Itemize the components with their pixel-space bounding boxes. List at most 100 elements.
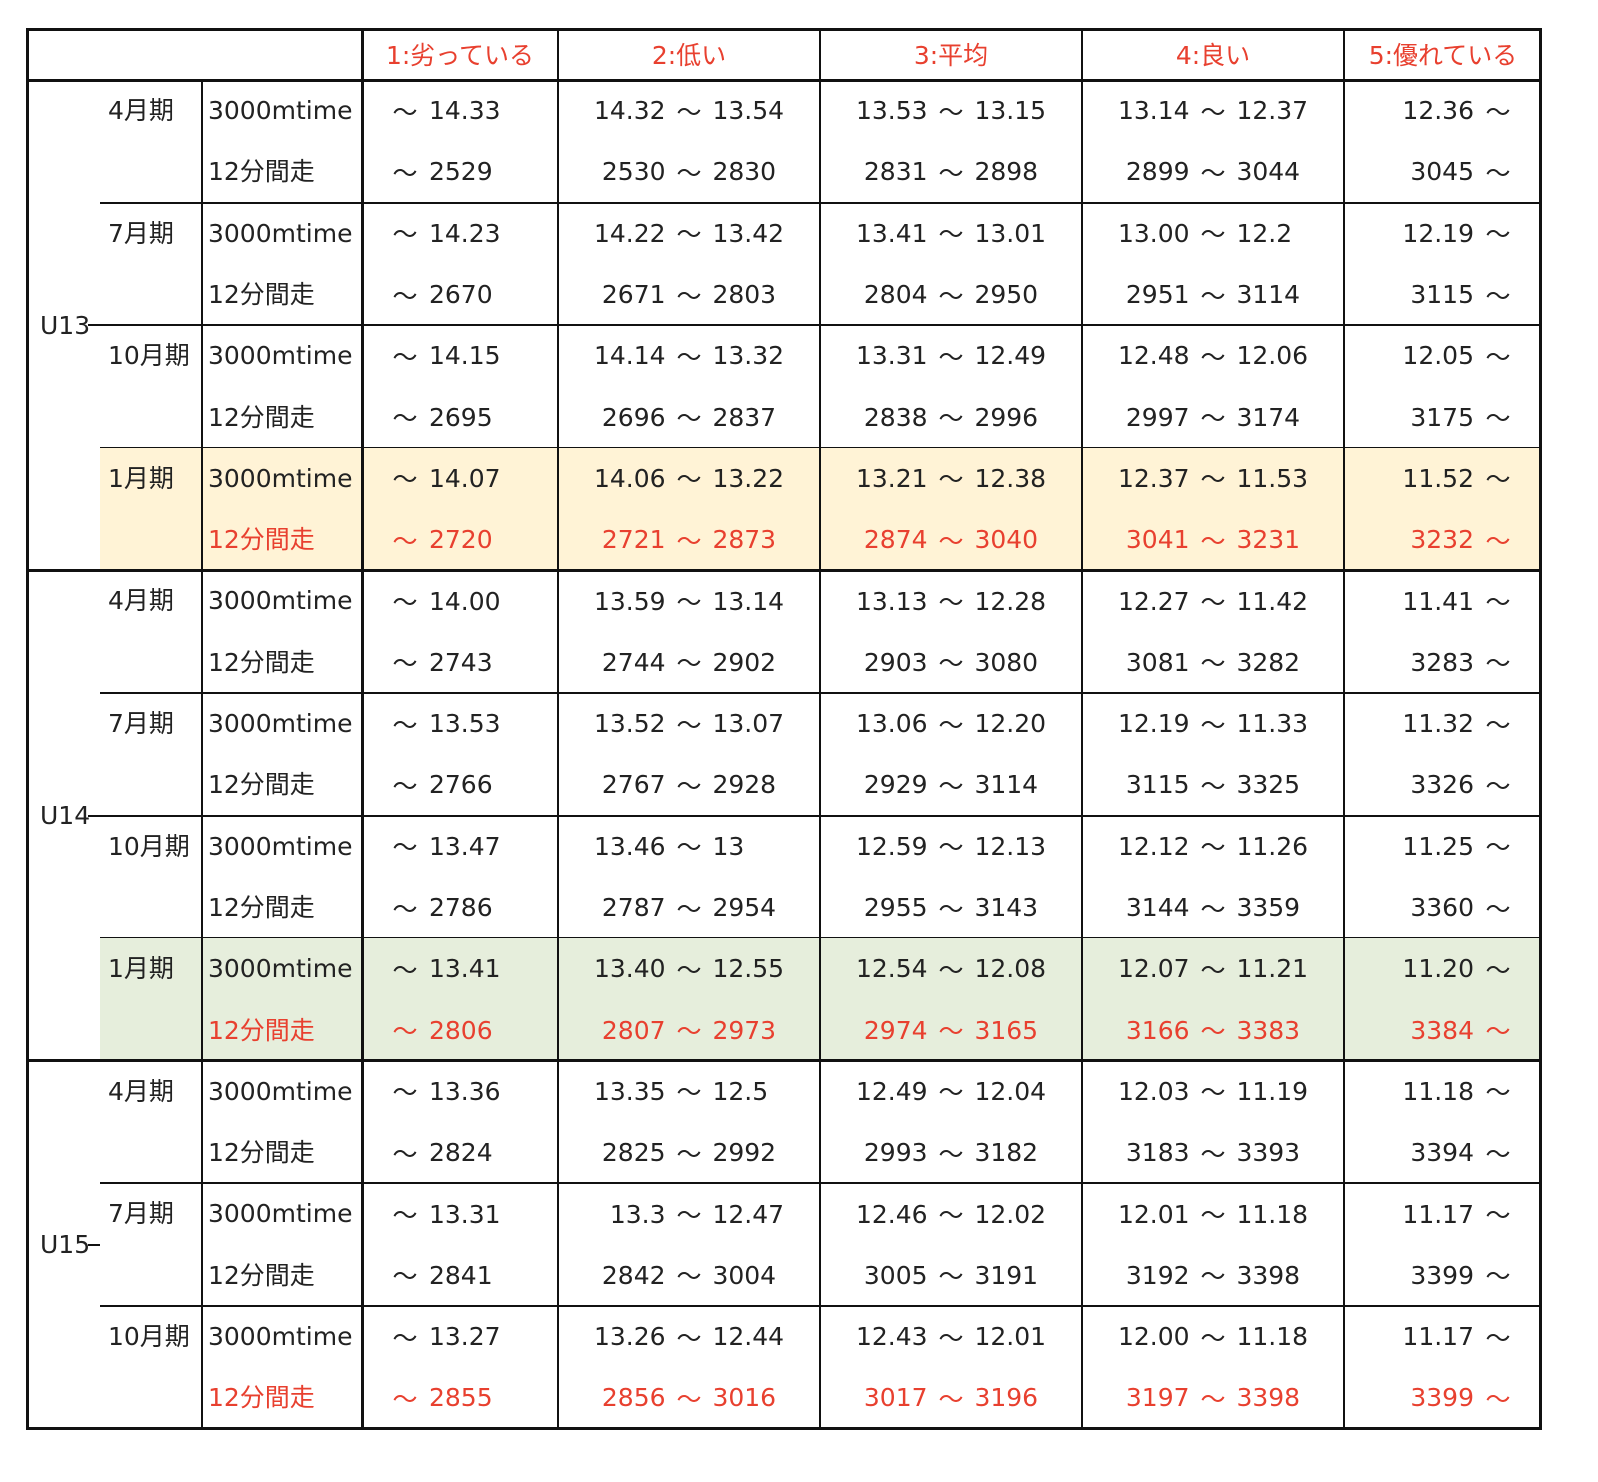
range-cell: 3232 ～ xyxy=(1344,509,1542,570)
range-tilde: ～ xyxy=(676,1139,702,1169)
range-cell: 11.41 ～ xyxy=(1344,570,1542,631)
range-to: 2529 xyxy=(429,157,493,187)
range-cell: 2929 ～ 3114 xyxy=(820,754,1082,815)
range-to: 11.19 xyxy=(1236,1076,1309,1106)
range-cell: 13.13 ～ 12.28 xyxy=(820,570,1082,631)
range-tilde: ～ xyxy=(1200,1384,1226,1414)
range-from: 13.41 xyxy=(855,218,928,248)
range-from: 2696 xyxy=(601,402,666,432)
range-to: 2902 xyxy=(712,647,777,677)
range-cell: 2993 ～ 3182 xyxy=(820,1122,1082,1183)
range-from: 12.19 xyxy=(1117,709,1190,739)
range-from: 12.01 xyxy=(1117,1199,1190,1229)
range-to: 14.15 xyxy=(429,341,501,371)
range-cell: 2825 ～ 2992 xyxy=(558,1122,820,1183)
range-tilde: ～ xyxy=(1485,97,1511,127)
range-to: 3359 xyxy=(1236,893,1301,923)
range-to: 2992 xyxy=(712,1138,777,1168)
range-tilde: ～ xyxy=(938,1139,964,1169)
range-from: 3017 xyxy=(863,1383,928,1413)
range-to: 3040 xyxy=(974,525,1039,555)
range-from: 2744 xyxy=(601,647,666,677)
range-to: 2873 xyxy=(712,525,777,555)
range-cell: 14.06 ～ 13.22 xyxy=(558,448,820,509)
range-cell: 12.27 ～ 11.42 xyxy=(1082,570,1344,631)
metric-label-3000m: 3000mtime xyxy=(208,341,353,371)
range-from: 11.20 xyxy=(1402,954,1474,984)
range-cell: 12.37 ～ 11.53 xyxy=(1082,448,1344,509)
level-header: 2:低い xyxy=(651,41,727,70)
range-from: 11.25 xyxy=(1402,831,1474,861)
range-from: 13.14 xyxy=(1117,96,1190,126)
range-tilde: ～ xyxy=(938,342,964,372)
range-to: 3182 xyxy=(974,1138,1039,1168)
range-from: 3384 xyxy=(1410,1015,1474,1045)
range-tilde: ～ xyxy=(1200,588,1226,618)
table-top-border xyxy=(26,28,1542,31)
range-tilde: ～ xyxy=(1485,404,1511,434)
range-from: 2767 xyxy=(601,770,666,800)
range-tilde: ～ xyxy=(1200,710,1226,740)
range-cell: 2831 ～ 2898 xyxy=(820,141,1082,202)
range-to: 3398 xyxy=(1236,1383,1301,1413)
range-to: 12.55 xyxy=(712,954,785,984)
range-from: 13.52 xyxy=(593,709,666,739)
range-cell: 2671 ～ 2803 xyxy=(558,264,820,325)
range-tilde: ～ xyxy=(392,97,418,127)
range-from: 13.3 xyxy=(609,1199,666,1229)
age-group-label: U14 xyxy=(40,801,91,831)
range-from: 2993 xyxy=(863,1138,928,1168)
range-cell: 13.00 ～ 12.2 xyxy=(1082,203,1344,264)
period-label: 4月期 xyxy=(108,586,174,616)
range-from: 12.07 xyxy=(1117,954,1190,984)
range-to: 3165 xyxy=(974,1015,1039,1045)
range-from: 11.41 xyxy=(1402,586,1474,616)
range-to: 13.31 xyxy=(429,1199,501,1229)
range-from: 12.37 xyxy=(1117,463,1190,493)
range-cell: 12.01 ～ 11.18 xyxy=(1082,1183,1344,1244)
period-label: 4月期 xyxy=(108,96,174,125)
range-tilde: ～ xyxy=(676,1323,702,1353)
range-to: 11.26 xyxy=(1236,831,1309,861)
range-cell: 12.12 ～ 11.26 xyxy=(1082,816,1344,877)
level-divider xyxy=(1081,28,1083,1430)
range-to: 12.28 xyxy=(974,586,1047,616)
range-from: 12.48 xyxy=(1117,341,1190,371)
range-tilde: ～ xyxy=(676,649,702,679)
range-cell: 13.40 ～ 12.55 xyxy=(558,938,820,999)
range-from: 2671 xyxy=(601,280,666,310)
range-from: 3283 xyxy=(1410,647,1474,677)
range-from: 2807 xyxy=(601,1015,666,1045)
range-from: 2951 xyxy=(1125,280,1190,310)
range-cell: ～ 13.47 xyxy=(362,816,558,877)
range-cell: 2696 ～ 2837 xyxy=(558,387,820,448)
range-tilde: ～ xyxy=(1485,281,1511,311)
range-to: 12.02 xyxy=(974,1199,1047,1229)
range-tilde: ～ xyxy=(392,833,418,863)
range-tilde: ～ xyxy=(1200,465,1226,495)
range-to: 12.38 xyxy=(974,463,1047,493)
range-cell: 3081 ～ 3282 xyxy=(1082,632,1344,693)
range-from: 3041 xyxy=(1125,525,1190,555)
range-from: 12.00 xyxy=(1117,1322,1190,1352)
range-to: 2830 xyxy=(712,157,777,187)
range-cell: 13.26 ～ 12.44 xyxy=(558,1306,820,1367)
range-tilde: ～ xyxy=(676,465,702,495)
range-from: 12.36 xyxy=(1402,96,1474,126)
range-cell: 12.36 ～ xyxy=(1344,80,1542,141)
metric-left-border xyxy=(201,80,203,1430)
range-from: 12.54 xyxy=(855,954,928,984)
range-tilde: ～ xyxy=(676,588,702,618)
range-from: 12.05 xyxy=(1402,341,1474,371)
range-from: 2721 xyxy=(601,525,666,555)
range-cell: 2744 ～ 2902 xyxy=(558,632,820,693)
range-cell: 2903 ～ 3080 xyxy=(820,632,1082,693)
range-from: 3326 xyxy=(1410,770,1474,800)
range-from: 3183 xyxy=(1125,1138,1190,1168)
range-cell: 11.32 ～ xyxy=(1344,693,1542,754)
range-cell: 2899 ～ 3044 xyxy=(1082,141,1344,202)
range-to: 13.47 xyxy=(429,831,501,861)
table-left-border xyxy=(26,28,29,1430)
metric-label-12min: 12分間走 xyxy=(208,525,315,555)
range-cell: ～ 2670 xyxy=(362,264,558,325)
